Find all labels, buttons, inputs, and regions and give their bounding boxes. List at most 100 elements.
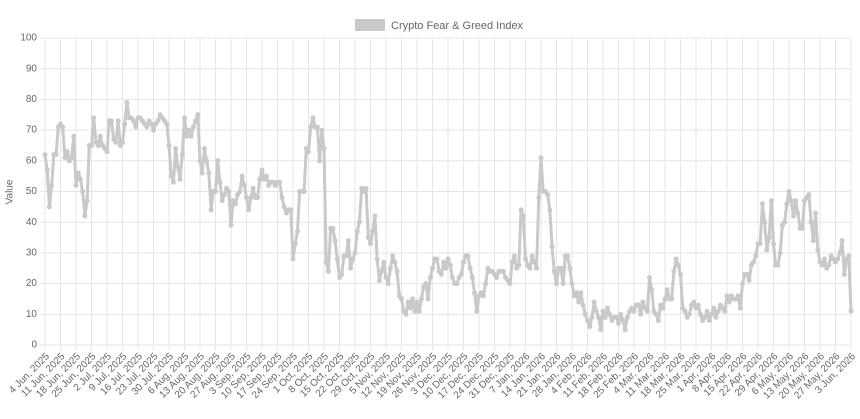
y-tick-label: 10 bbox=[26, 309, 38, 320]
data-point bbox=[813, 210, 819, 216]
data-point bbox=[523, 256, 528, 262]
data-point bbox=[638, 311, 644, 317]
data-point bbox=[257, 176, 263, 182]
data-point bbox=[120, 139, 125, 145]
data-point bbox=[91, 115, 97, 121]
data-point bbox=[846, 253, 852, 259]
data-point bbox=[392, 259, 398, 265]
data-point bbox=[244, 195, 249, 201]
y-tick-label: 0 bbox=[31, 340, 37, 351]
data-point bbox=[44, 167, 50, 173]
data-point bbox=[602, 314, 608, 320]
data-point bbox=[383, 274, 389, 280]
data-point bbox=[82, 213, 88, 219]
data-point bbox=[319, 127, 325, 133]
data-point bbox=[144, 124, 150, 130]
data-point bbox=[640, 299, 646, 305]
data-point bbox=[576, 299, 582, 305]
data-point bbox=[306, 149, 311, 155]
data-point bbox=[465, 253, 471, 259]
data-point bbox=[527, 265, 533, 271]
data-point bbox=[166, 142, 172, 148]
data-point bbox=[848, 308, 854, 314]
data-point bbox=[310, 115, 316, 121]
data-point bbox=[616, 321, 621, 327]
data-point bbox=[709, 311, 714, 317]
data-point bbox=[325, 268, 331, 274]
data-point bbox=[647, 274, 652, 280]
data-point bbox=[376, 278, 382, 284]
data-point bbox=[170, 179, 176, 185]
data-point bbox=[751, 259, 757, 265]
data-point bbox=[425, 296, 431, 302]
data-point bbox=[190, 124, 196, 130]
data-point bbox=[279, 195, 285, 201]
data-point bbox=[635, 302, 641, 308]
data-point bbox=[545, 192, 551, 198]
data-point bbox=[445, 256, 451, 262]
data-point bbox=[308, 124, 314, 130]
data-point bbox=[108, 118, 114, 124]
data-point bbox=[664, 287, 670, 293]
data-point bbox=[655, 317, 661, 323]
data-point bbox=[704, 308, 710, 314]
data-point bbox=[255, 195, 261, 201]
data-point bbox=[317, 158, 323, 164]
data-point bbox=[410, 296, 416, 302]
data-point bbox=[671, 268, 677, 274]
data-point bbox=[549, 244, 555, 250]
data-point bbox=[75, 170, 81, 176]
data-point bbox=[208, 207, 214, 213]
data-point bbox=[474, 308, 480, 314]
data-point bbox=[175, 164, 181, 170]
data-point bbox=[585, 317, 590, 323]
data-point bbox=[122, 121, 128, 127]
data-point bbox=[221, 192, 227, 198]
data-point bbox=[578, 290, 584, 296]
data-point bbox=[573, 290, 579, 296]
data-point bbox=[71, 133, 77, 139]
data-point bbox=[46, 204, 52, 210]
data-point bbox=[613, 314, 619, 320]
data-point bbox=[839, 238, 845, 244]
data-point bbox=[199, 170, 205, 176]
legend-swatch bbox=[355, 19, 385, 31]
data-point bbox=[179, 152, 185, 158]
data-point bbox=[237, 189, 243, 194]
data-point bbox=[301, 189, 307, 194]
data-point bbox=[334, 256, 340, 262]
y-tick-label: 30 bbox=[26, 248, 38, 259]
data-point bbox=[131, 118, 137, 124]
data-point bbox=[786, 189, 792, 194]
data-point bbox=[569, 281, 575, 287]
data-point bbox=[531, 259, 537, 265]
data-point bbox=[500, 268, 506, 274]
data-point bbox=[195, 112, 201, 118]
data-point bbox=[618, 311, 624, 317]
data-point bbox=[762, 219, 768, 225]
data-point bbox=[529, 253, 535, 259]
data-point bbox=[427, 274, 433, 280]
data-point bbox=[551, 268, 557, 274]
data-point bbox=[810, 238, 816, 244]
data-point bbox=[711, 305, 717, 311]
data-point bbox=[323, 259, 329, 265]
data-point bbox=[766, 235, 772, 241]
data-point bbox=[95, 142, 101, 148]
data-point bbox=[213, 189, 218, 194]
data-point bbox=[702, 314, 708, 320]
data-point bbox=[241, 182, 247, 188]
data-point bbox=[507, 281, 513, 287]
data-point bbox=[722, 308, 728, 314]
data-point bbox=[370, 228, 376, 234]
data-point bbox=[193, 118, 199, 124]
data-point bbox=[591, 299, 597, 305]
data-point bbox=[467, 265, 473, 271]
data-point bbox=[381, 259, 387, 265]
data-point bbox=[290, 256, 296, 262]
data-point bbox=[669, 296, 675, 302]
data-point bbox=[339, 271, 345, 277]
data-point bbox=[387, 265, 393, 271]
data-point bbox=[795, 210, 801, 216]
